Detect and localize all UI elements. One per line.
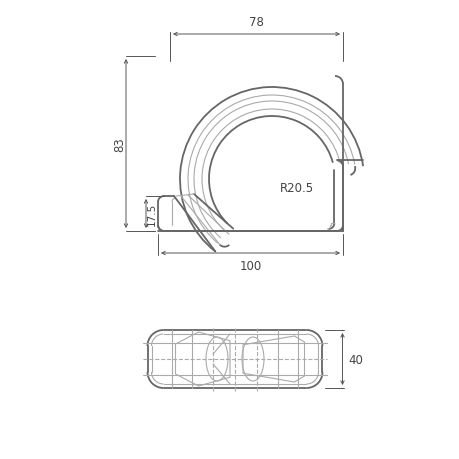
Text: 40: 40 <box>348 353 363 366</box>
Text: 78: 78 <box>248 16 263 29</box>
Text: 83: 83 <box>113 137 126 151</box>
Text: 17.5: 17.5 <box>147 202 157 226</box>
Text: 100: 100 <box>239 259 261 272</box>
Text: R20.5: R20.5 <box>280 181 313 194</box>
